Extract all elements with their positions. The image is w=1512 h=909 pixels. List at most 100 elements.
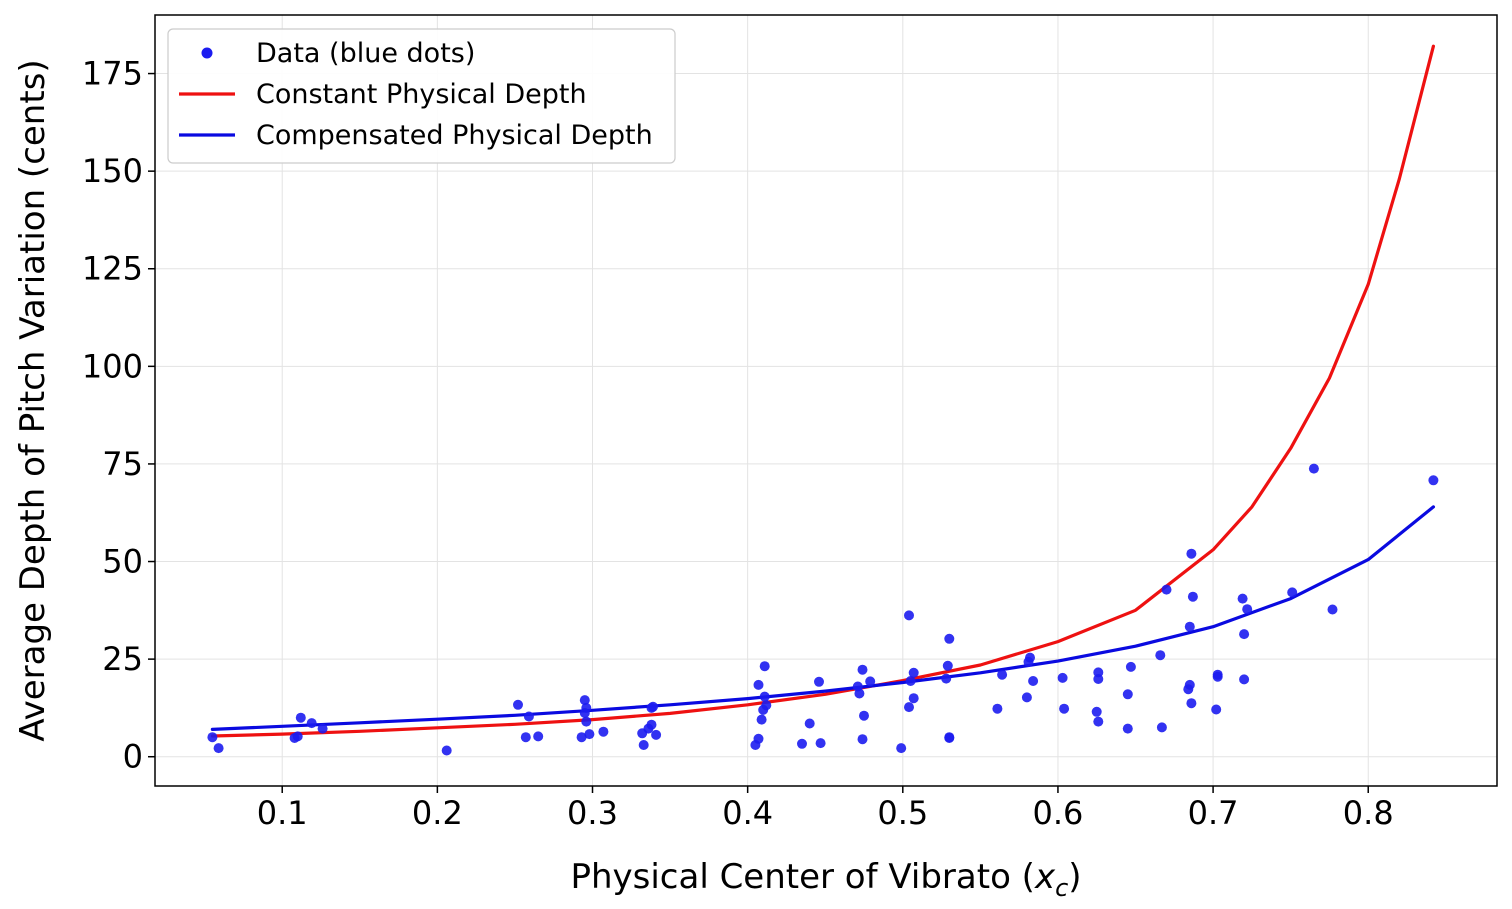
data-point [1155, 650, 1166, 661]
data-point [646, 719, 657, 730]
data-point [213, 743, 224, 754]
y-tick-label: 125 [82, 250, 143, 288]
data-point [1187, 591, 1198, 602]
y-tick-label: 0 [123, 738, 143, 776]
data-point [756, 714, 767, 725]
data-point [306, 718, 317, 729]
plot-frame [154, 14, 1498, 787]
scatter-points [207, 463, 1439, 756]
x-tick-label: 0.2 [412, 794, 463, 832]
data-point [859, 710, 869, 721]
data-point [908, 667, 919, 678]
y-tick-label: 25 [102, 640, 143, 678]
data-point [944, 633, 955, 644]
legend-label: Constant Physical Depth [256, 79, 587, 110]
data-point [761, 700, 772, 711]
legend-dot-marker [201, 47, 213, 59]
data-point [941, 673, 952, 684]
x-tick-label: 0.1 [257, 794, 308, 832]
data-point [584, 729, 595, 740]
data-point [904, 702, 914, 713]
data-point [1239, 629, 1250, 640]
data-point [523, 711, 534, 722]
series-lines [210, 44, 1435, 738]
data-point [1091, 706, 1102, 717]
y-tick-label: 75 [102, 445, 143, 483]
data-point [797, 738, 807, 749]
x-tick-label: 0.8 [1343, 794, 1394, 832]
data-point [533, 731, 544, 742]
data-point [1287, 587, 1298, 598]
data-point [1186, 548, 1197, 559]
data-point [1161, 584, 1172, 595]
data-point [1242, 604, 1253, 615]
data-point [815, 738, 826, 749]
data-point [317, 723, 328, 734]
data-point [1186, 698, 1197, 709]
data-point [651, 729, 662, 740]
x-axis-label-text: Physical Center of Vibrato ( [570, 857, 1035, 897]
data-point [865, 676, 876, 687]
data-point [579, 695, 590, 706]
legend-label: Compensated Physical Depth [256, 120, 653, 151]
data-point [905, 676, 916, 686]
data-point [1028, 676, 1039, 686]
x-axis-label: Physical Center of Vibrato (xc) [570, 857, 1081, 902]
data-point [759, 661, 770, 672]
data-point [1021, 692, 1032, 703]
data-point [1428, 475, 1439, 486]
data-point [753, 733, 764, 744]
data-point [1184, 679, 1195, 690]
data-point [908, 693, 919, 704]
x-tick-label: 0.3 [567, 794, 618, 832]
x-tick-label: 0.7 [1188, 794, 1239, 832]
data-point [854, 688, 865, 699]
x-axis-label-var: x [1034, 857, 1056, 897]
y-tick-label: 175 [82, 55, 143, 93]
data-point [638, 740, 649, 750]
data-point [992, 703, 1003, 714]
data-point [1122, 723, 1133, 734]
data-point [804, 718, 815, 729]
data-point [759, 691, 770, 702]
compensated-physical-depth-line [210, 505, 1435, 731]
data-point [520, 732, 531, 743]
data-point [1239, 674, 1250, 685]
x-axis-label-suffix: ) [1068, 857, 1081, 897]
legend-box [167, 28, 676, 164]
data-point [1025, 652, 1035, 663]
x-tick-label: 0.5 [877, 794, 928, 832]
constant-physical-depth-line [210, 44, 1435, 738]
y-tick-label: 100 [82, 347, 143, 385]
data-point [295, 712, 306, 723]
x-axis-label-sub: c [1055, 874, 1068, 902]
data-point [753, 679, 764, 690]
data-point [1057, 672, 1068, 683]
data-point [581, 702, 592, 713]
data-point [896, 743, 907, 754]
data-point [576, 732, 587, 743]
data-point [857, 734, 868, 745]
data-point [1212, 669, 1223, 680]
data-point [648, 701, 658, 712]
data-point [1237, 593, 1248, 604]
data-point [857, 664, 868, 675]
data-point [904, 610, 914, 621]
data-point [814, 676, 824, 687]
data-point [942, 660, 953, 671]
legend-label: Data (blue dots) [256, 38, 475, 69]
data-point [1211, 704, 1222, 715]
data-point [581, 716, 592, 727]
data-point [513, 699, 523, 710]
data-point [944, 733, 955, 743]
data-point [441, 745, 452, 756]
x-tick-label: 0.6 [1032, 794, 1083, 832]
data-point [1184, 621, 1195, 632]
data-point [1093, 716, 1104, 727]
y-tick-label: 50 [102, 543, 143, 581]
data-point [1156, 722, 1167, 733]
data-point [1059, 703, 1070, 714]
y-axis-label: Average Depth of Pitch Variation (cents) [13, 59, 53, 741]
x-tick-label: 0.4 [722, 794, 773, 832]
